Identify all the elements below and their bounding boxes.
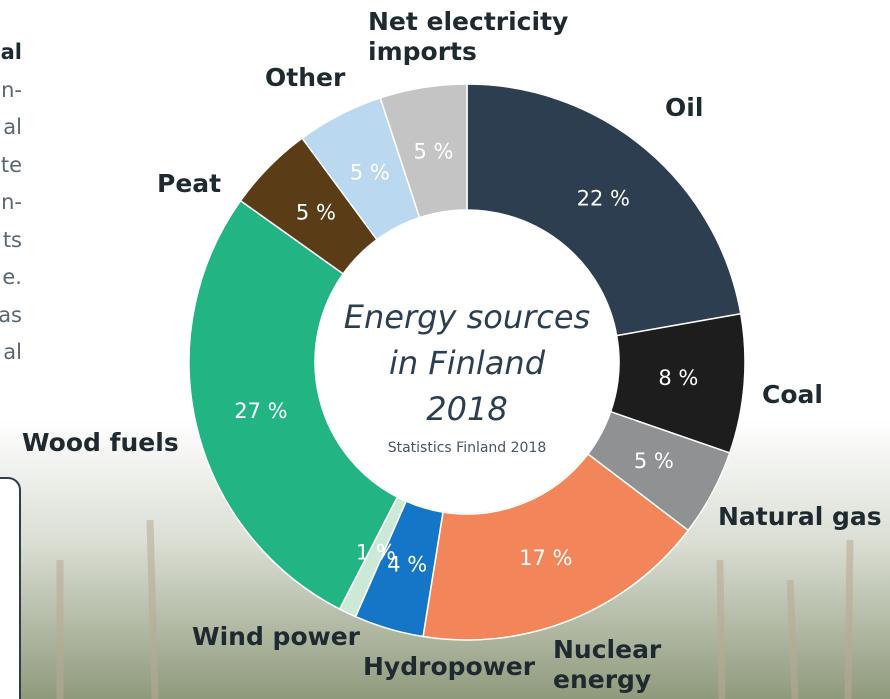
category-label: Coal: [762, 380, 823, 410]
side-text: n-: [1, 190, 22, 214]
category-label: Wood fuels: [22, 428, 179, 458]
side-text: ts: [3, 228, 22, 252]
category-label: Natural gas: [718, 502, 882, 532]
side-text: al: [3, 115, 22, 139]
side-text: al: [1, 40, 22, 64]
category-label: Wind power: [192, 622, 360, 652]
value-label: 8 %: [658, 366, 698, 390]
page: {"side_text_fragments": ["al", "n-", "al…: [0, 0, 890, 699]
category-label: Hydropower: [363, 652, 535, 682]
category-label: Nuclear energy: [553, 635, 673, 695]
value-label: 22 %: [577, 187, 630, 211]
side-text: al: [3, 340, 22, 364]
value-label: 1 %: [356, 540, 396, 564]
chart-title: in Finland: [317, 343, 617, 383]
category-label: Peat: [157, 169, 221, 199]
value-label: 5 %: [296, 200, 336, 224]
value-label: 17 %: [519, 546, 572, 570]
category-label: Other: [265, 63, 345, 93]
value-label: 27 %: [234, 399, 287, 423]
chart-title: 2018: [317, 389, 617, 429]
side-text: n-: [1, 78, 22, 102]
value-label: 5 %: [414, 140, 454, 164]
value-label: 5 %: [634, 449, 674, 473]
value-label: 5 %: [350, 161, 390, 185]
side-text: as: [0, 303, 22, 327]
side-text: te: [1, 153, 22, 177]
category-label: Net electricity imports: [368, 7, 583, 67]
side-text: e.: [2, 265, 22, 289]
chart-subtitle: Statistics Finland 2018: [317, 440, 617, 456]
chart-title: Energy sources: [317, 297, 617, 337]
side-box: [0, 478, 20, 699]
category-label: Oil: [665, 93, 703, 123]
